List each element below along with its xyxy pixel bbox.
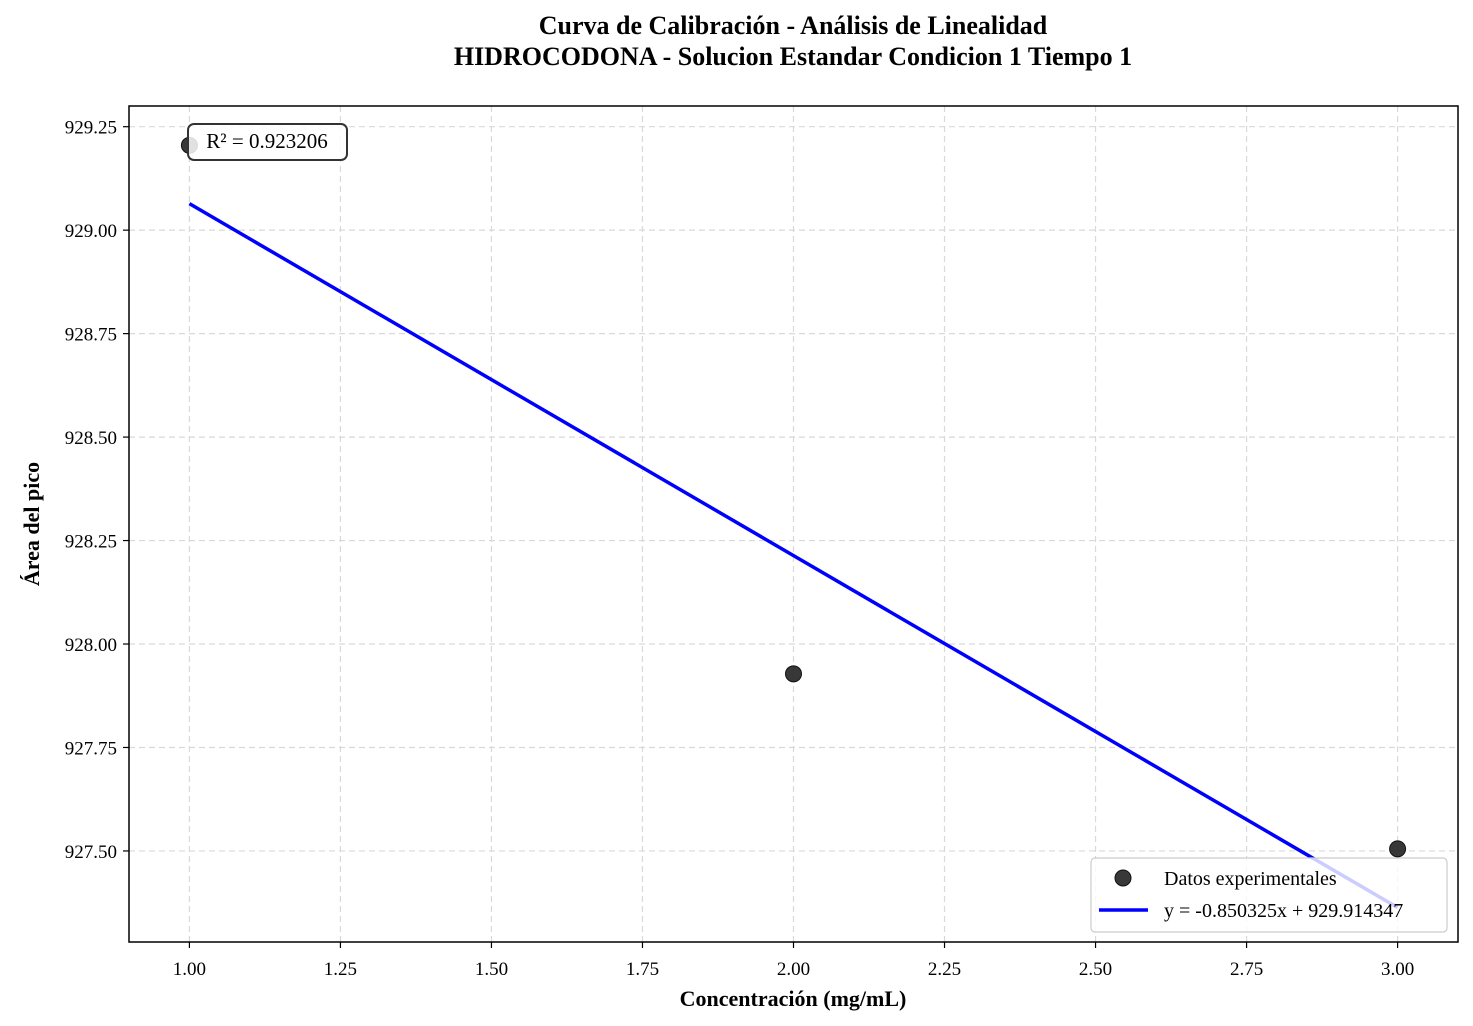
grid bbox=[129, 106, 1458, 942]
x-tick-label: 1.50 bbox=[475, 959, 508, 980]
x-tick-label: 2.75 bbox=[1230, 959, 1263, 980]
x-tick-label: 3.00 bbox=[1381, 959, 1414, 980]
y-tick-label: 928.75 bbox=[65, 325, 117, 346]
y-tick-label: 927.75 bbox=[65, 738, 117, 759]
x-tick-label: 2.50 bbox=[1079, 959, 1112, 980]
x-tick-label: 1.25 bbox=[324, 959, 357, 980]
x-axis-label: Concentración (mg/mL) bbox=[680, 986, 907, 1011]
x-tick-label: 2.25 bbox=[928, 959, 961, 980]
regression-line bbox=[188, 202, 1399, 910]
y-tick-label: 928.00 bbox=[65, 635, 117, 656]
legend-label-fit: y = -0.850325x + 929.914347 bbox=[1164, 900, 1403, 922]
y-axis-label: Área del pico bbox=[19, 462, 44, 586]
y-tick-label: 928.50 bbox=[65, 428, 117, 449]
data-point bbox=[785, 665, 802, 683]
legend-box bbox=[1090, 857, 1448, 933]
x-tick-label: 2.00 bbox=[777, 959, 810, 980]
y-tick-label: 929.25 bbox=[65, 118, 117, 139]
x-tick-label: 1.75 bbox=[626, 959, 659, 980]
r-squared-annotation: R² = 0.923206 bbox=[187, 123, 348, 161]
legend-scatter-marker bbox=[1114, 869, 1132, 887]
data-point bbox=[1389, 840, 1407, 858]
chart-title: Curva de Calibración - Análisis de Linea… bbox=[539, 11, 1048, 40]
axis-ticks: 1.00 1.25 1.50 1.75 2.00 2.25 2.50 2.75 3.00 927.… bbox=[65, 118, 1414, 980]
legend-label-scatter: Datos experimentales bbox=[1164, 868, 1337, 890]
legend: Datos experimentales y = -0.850325x + 92… bbox=[1090, 857, 1448, 933]
x-tick-label: 1.00 bbox=[173, 959, 206, 980]
r-squared-text: R² = 0.923206 bbox=[206, 129, 327, 153]
y-tick-label: 927.50 bbox=[65, 842, 117, 863]
r-squared-box bbox=[187, 123, 348, 161]
chart-subtitle: HIDROCODONA - Solucion Estandar Condicio… bbox=[454, 42, 1132, 71]
y-tick-label: 929.00 bbox=[65, 221, 117, 242]
plot-data bbox=[180, 136, 1407, 910]
y-tick-label: 928.25 bbox=[65, 532, 117, 553]
